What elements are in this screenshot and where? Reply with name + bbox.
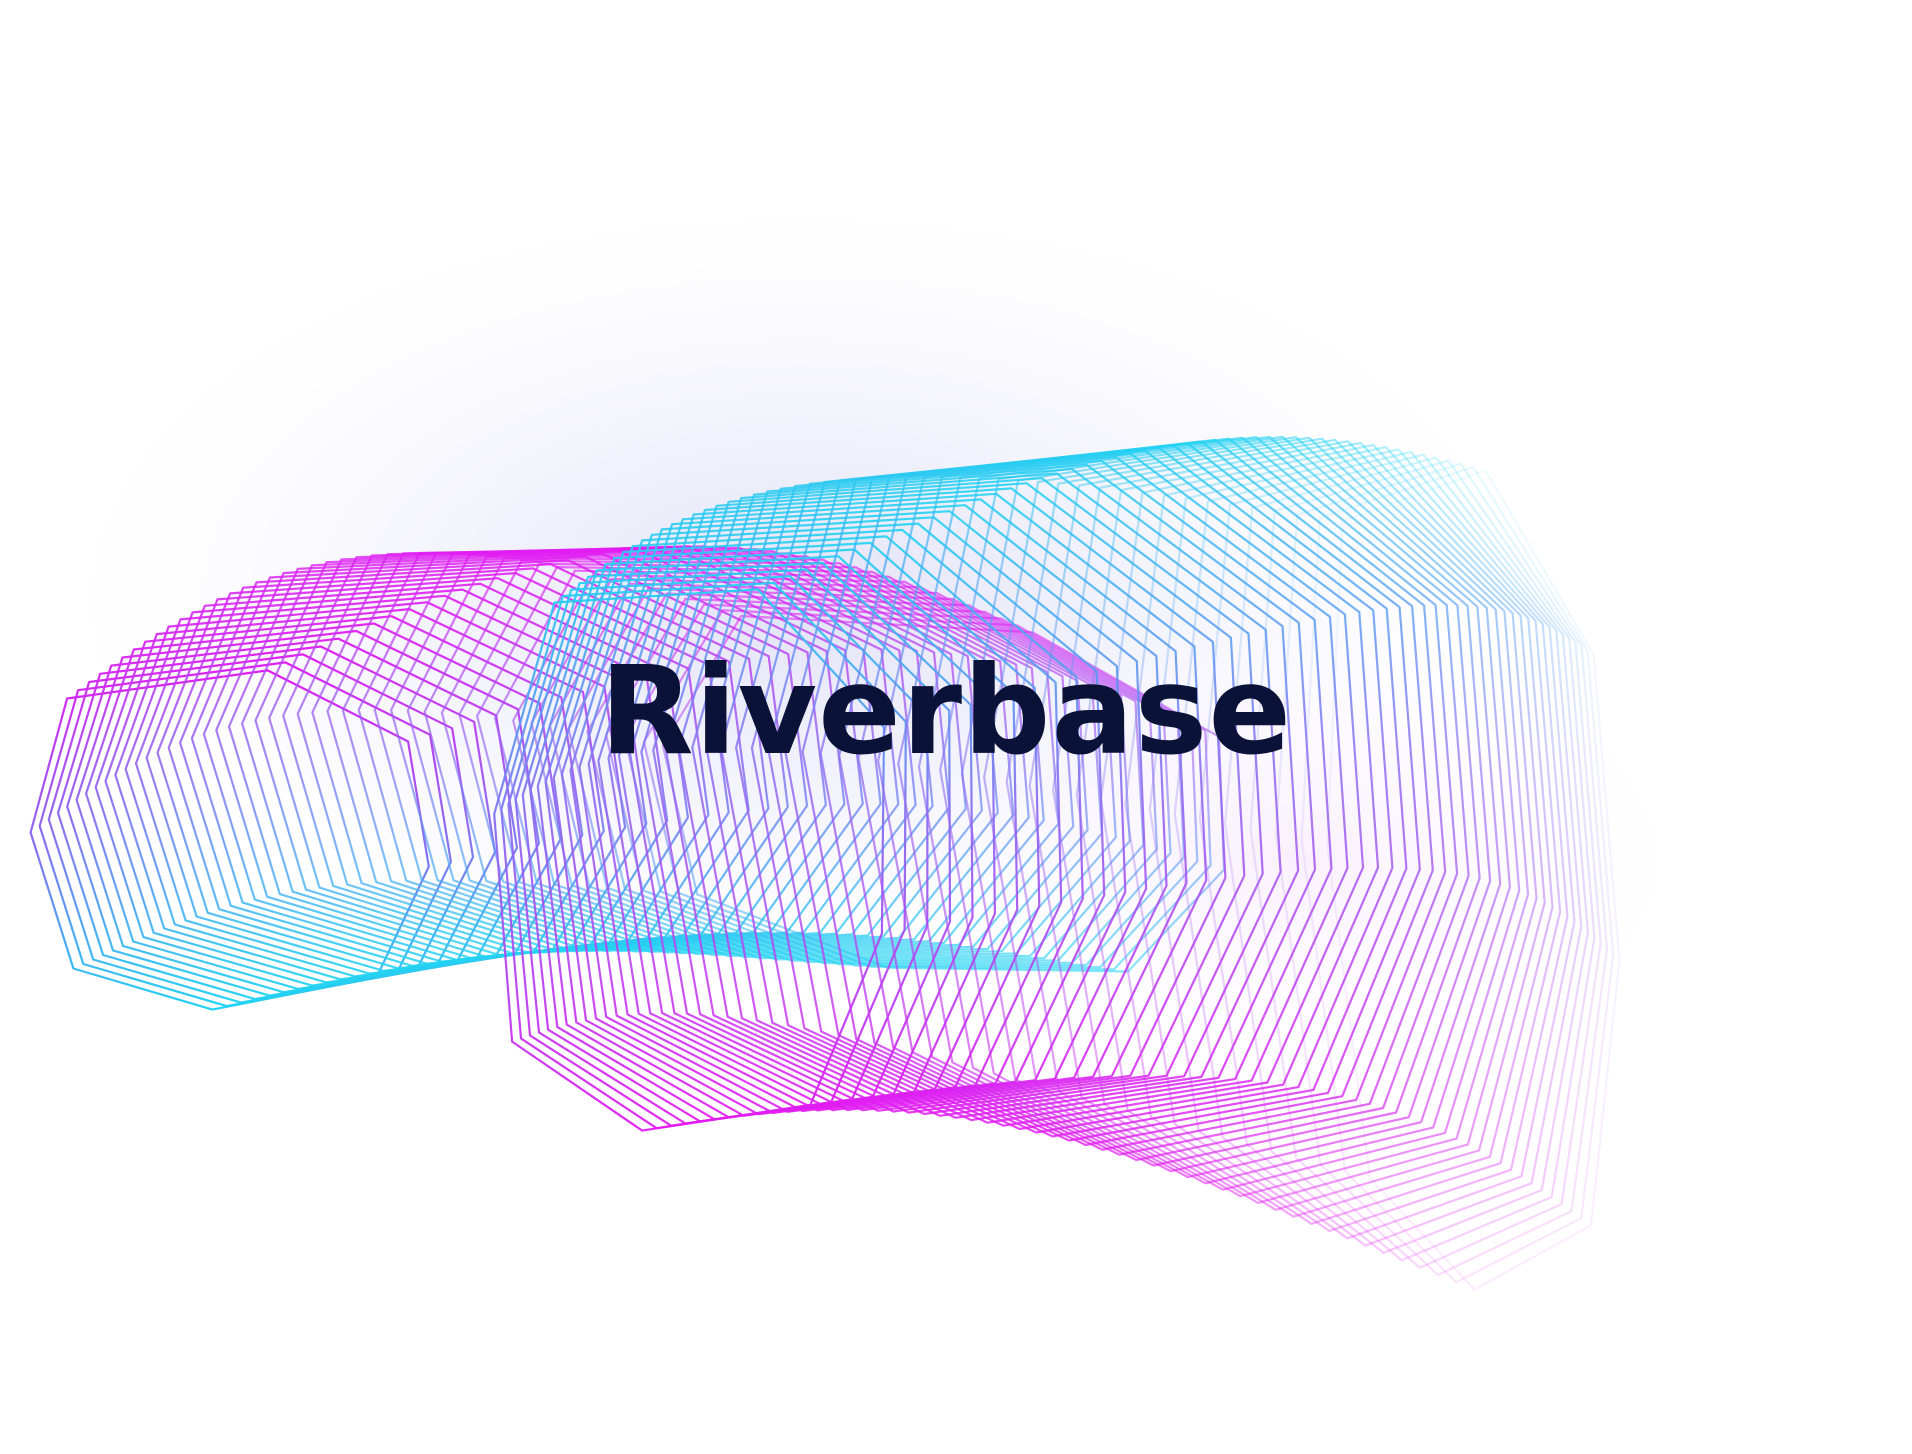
wave-line bbox=[642, 609, 1212, 971]
wave-line bbox=[719, 456, 1349, 1124]
wave-line bbox=[390, 552, 1015, 953]
wave-line bbox=[767, 446, 1394, 1134]
wave-line bbox=[493, 569, 1103, 959]
wave-line bbox=[735, 452, 1365, 1127]
wave-line bbox=[1249, 459, 1602, 1269]
wave-line bbox=[677, 467, 1300, 1117]
wave-line bbox=[1028, 438, 1538, 1204]
wave-line bbox=[640, 482, 1246, 1113]
wave-line bbox=[605, 597, 1185, 967]
wave-line bbox=[1274, 462, 1609, 1277]
wave-line bbox=[628, 487, 1227, 1112]
wave-line bbox=[750, 449, 1380, 1131]
wave-line bbox=[897, 436, 1481, 1167]
wave-line bbox=[1300, 465, 1615, 1284]
wave-line bbox=[587, 510, 1148, 1112]
wave-line bbox=[939, 435, 1502, 1179]
wave-mesh-left bbox=[29, 545, 1226, 1011]
wave-line bbox=[857, 437, 1459, 1156]
wave-line bbox=[1224, 456, 1596, 1262]
wave-line bbox=[1052, 440, 1546, 1211]
wave-line bbox=[1173, 450, 1583, 1247]
wave-line bbox=[1198, 453, 1589, 1254]
wave-line bbox=[476, 566, 1089, 957]
brand-wordmark: Riverbase bbox=[599, 640, 1293, 782]
wave-line bbox=[607, 498, 1188, 1112]
wave-line bbox=[569, 522, 1106, 1113]
wave-line bbox=[877, 436, 1470, 1162]
wave-line bbox=[664, 472, 1282, 1116]
wave-line bbox=[326, 545, 951, 953]
wave-line bbox=[597, 504, 1168, 1112]
wave-line bbox=[373, 550, 999, 953]
wave-line bbox=[705, 459, 1333, 1122]
wave-line bbox=[423, 557, 1045, 955]
wave-line bbox=[838, 438, 1447, 1151]
wave-mesh-right bbox=[493, 435, 1621, 1291]
wave-line bbox=[691, 463, 1317, 1119]
wave-line bbox=[983, 436, 1521, 1191]
wave-line bbox=[819, 440, 1434, 1147]
wave-line bbox=[1326, 469, 1621, 1291]
wave-line bbox=[1075, 441, 1554, 1218]
wave-line bbox=[1148, 448, 1576, 1240]
wave-line bbox=[1099, 443, 1562, 1225]
wave-line bbox=[1124, 445, 1569, 1233]
wave-line bbox=[617, 492, 1208, 1112]
